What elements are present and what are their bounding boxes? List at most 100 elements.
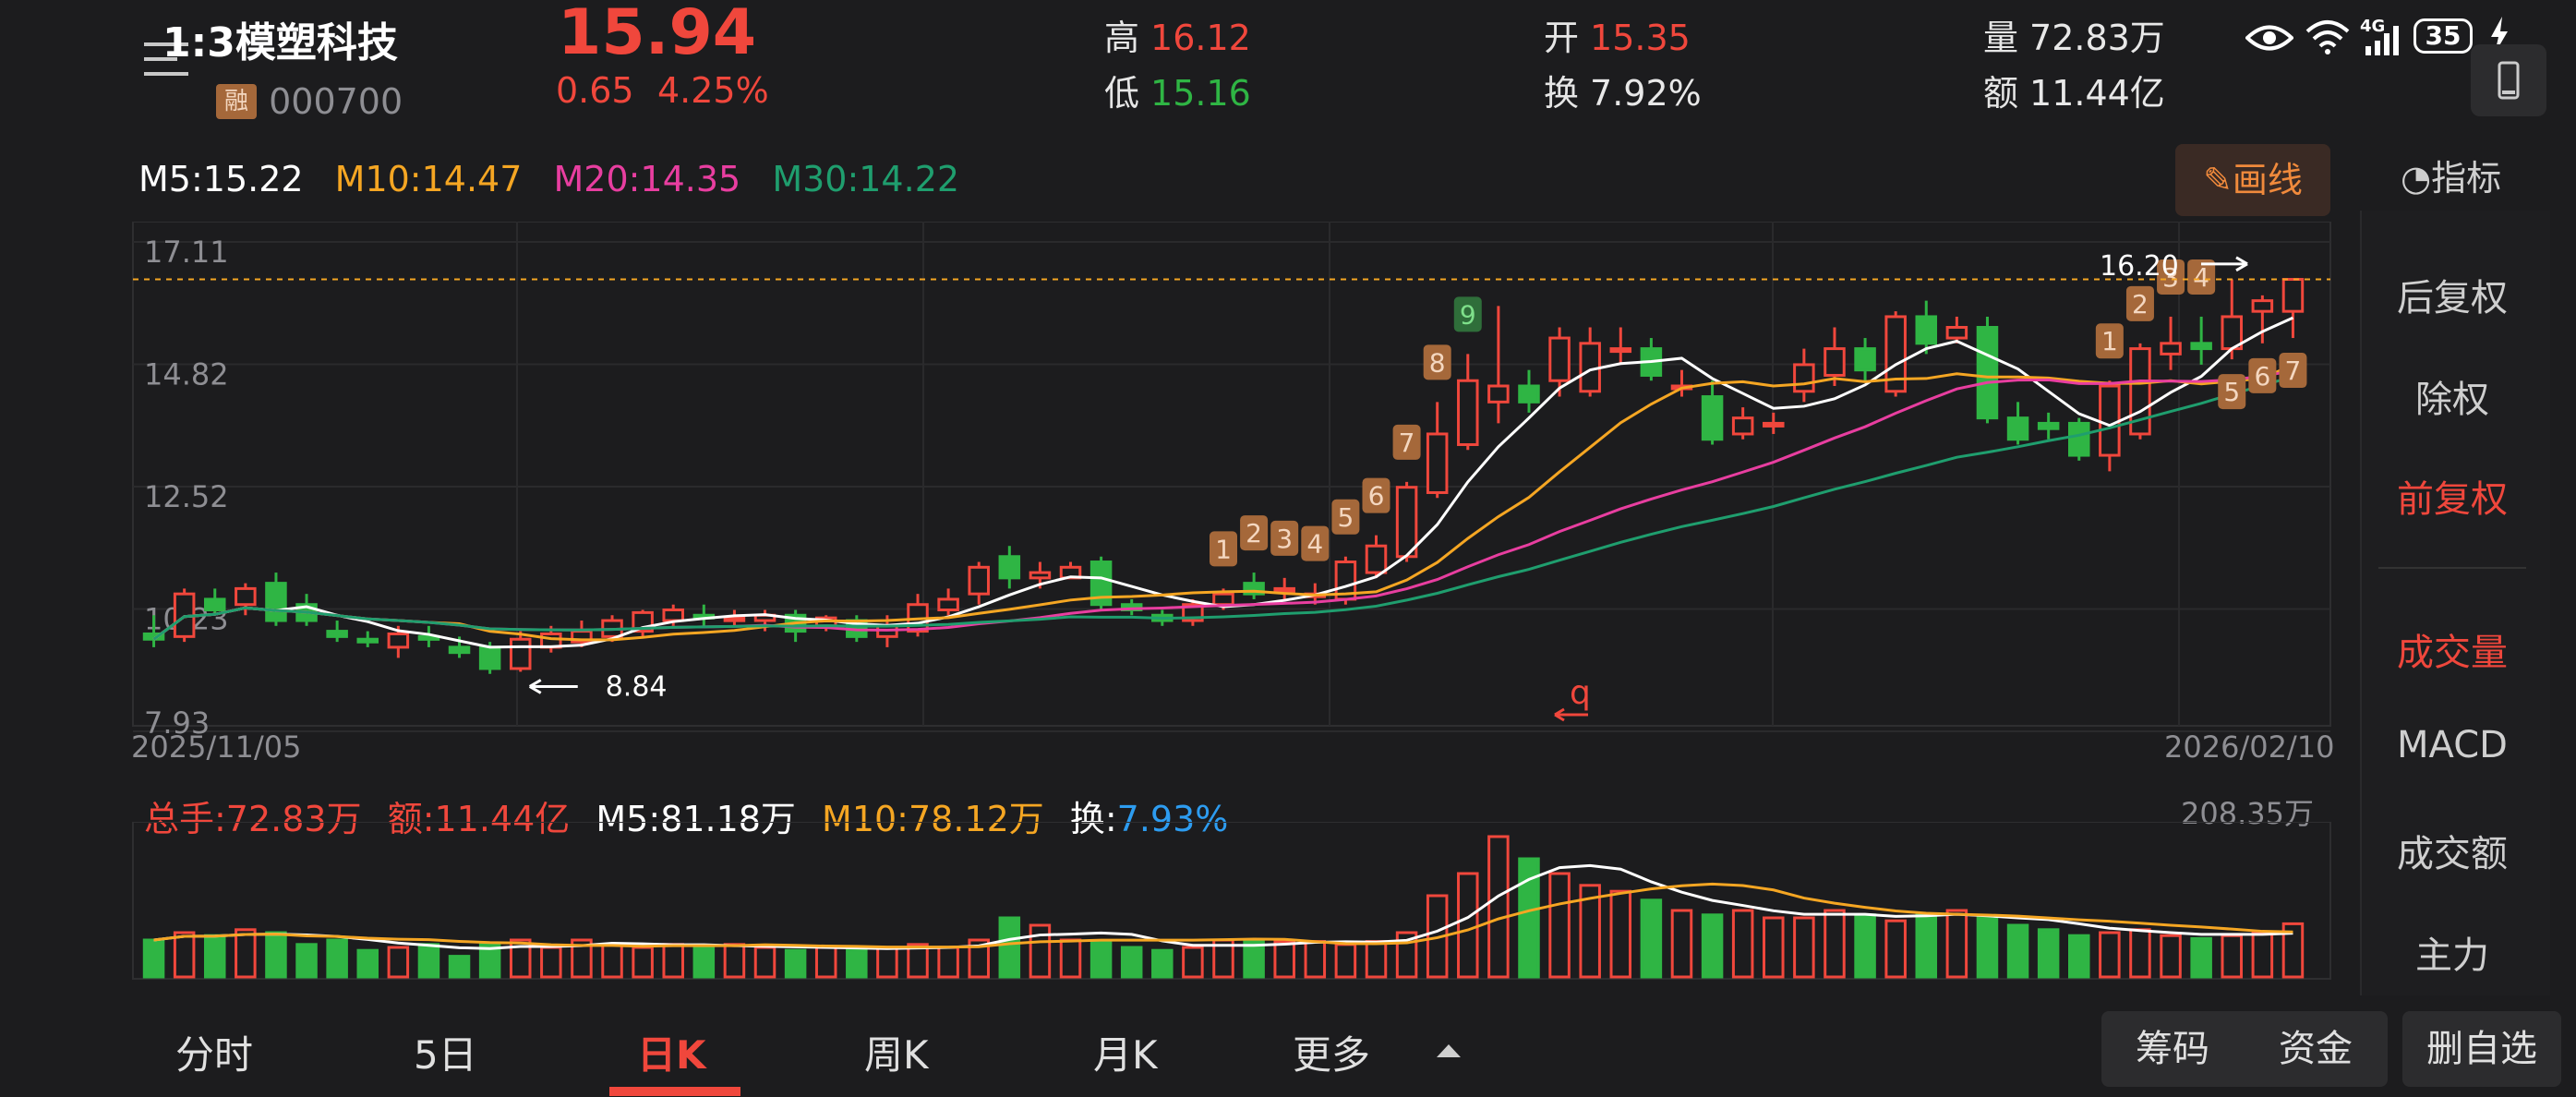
- total-amount: 额:11.44亿: [387, 799, 571, 839]
- volume-bar: [1151, 948, 1174, 979]
- volume-bar: [1731, 909, 1754, 979]
- menu-amount[interactable]: 成交额: [2397, 833, 2508, 875]
- candle-body: [1548, 336, 1571, 382]
- chart-frame: [132, 222, 2331, 727]
- open-label: 开: [1544, 18, 1580, 58]
- volume-bar: [2037, 928, 2060, 979]
- volume-bar: [1365, 940, 1388, 979]
- amount-label: 额: [1983, 73, 2019, 114]
- seq-badge: [1423, 344, 1451, 380]
- candle-body: [2006, 416, 2029, 441]
- volume-bar: [1579, 884, 1601, 979]
- volume-chart[interactable]: [0, 822, 2345, 988]
- menu-volume[interactable]: 成交量: [2397, 632, 2508, 674]
- ma30-value: M30:14.22: [772, 159, 960, 199]
- turnover-value: 7.92%: [1590, 73, 1702, 114]
- ma5-value: M5:15.22: [138, 159, 304, 199]
- volume-bar: [2190, 936, 2212, 979]
- menu-icon[interactable]: [142, 37, 194, 83]
- seq-badge-label: 2: [1246, 518, 1262, 548]
- candle-body: [1426, 432, 1449, 494]
- volume-bar: [203, 934, 226, 979]
- seq-badge: [1453, 296, 1482, 332]
- amount-stat: 额 11.44亿: [1983, 65, 2165, 115]
- chart-grid: [133, 222, 2330, 732]
- candle-body: [1212, 592, 1234, 607]
- candle-body: [1395, 486, 1418, 559]
- tab-weekly-k[interactable]: 周K: [864, 1032, 929, 1078]
- candle-body: [723, 616, 746, 622]
- volume-bar: [265, 931, 287, 979]
- turnover-label: 换: [1544, 73, 1580, 114]
- candle-body: [417, 634, 440, 641]
- volume-bar: [876, 946, 898, 979]
- candle-body: [1089, 561, 1113, 607]
- price-change-pct: 4.25%: [657, 70, 769, 111]
- landscape-toggle-button[interactable]: [2471, 44, 2546, 116]
- caret-up-icon[interactable]: [1435, 1041, 1463, 1063]
- volume-bar: [235, 928, 257, 979]
- volume-bar: [1273, 940, 1295, 979]
- volume-bar: [509, 938, 532, 979]
- signal-label: 4G: [2360, 17, 2386, 36]
- high-arrowhead: [2235, 256, 2248, 272]
- stock-name[interactable]: 1:3模塑科技: [163, 19, 398, 66]
- volume-bar: [1457, 872, 1479, 979]
- candle-body: [1884, 315, 1907, 393]
- seq-badge: [1392, 424, 1421, 460]
- candle-body: [1365, 544, 1388, 574]
- seq-badge-label: 7: [1399, 428, 1415, 458]
- volume-bar: [2068, 934, 2090, 979]
- volume-bar: [814, 946, 837, 979]
- volume-bar: [1487, 835, 1510, 979]
- menu-macd[interactable]: MACD: [2397, 724, 2508, 766]
- tab-5day[interactable]: 5日: [414, 1032, 477, 1078]
- tab-more[interactable]: 更多: [1293, 1032, 1371, 1078]
- volume-bar: [1701, 913, 1724, 979]
- seq-badge: [2218, 374, 2246, 410]
- candle-body: [1976, 325, 1999, 420]
- volume-bar: [1793, 916, 1815, 979]
- remove-watchlist-button[interactable]: 删自选: [2402, 1011, 2561, 1087]
- stock-code: 000700: [269, 81, 403, 122]
- candle-body: [1915, 315, 1938, 345]
- candle-body: [1029, 571, 1052, 580]
- tab-daily-k[interactable]: 日K: [637, 1032, 706, 1078]
- ma-lines: [152, 316, 2294, 649]
- menu-main-force[interactable]: 主力: [2415, 934, 2489, 977]
- volume-bar: [2129, 928, 2151, 979]
- menu-ex-rights[interactable]: 除权: [2415, 379, 2489, 421]
- gauge-icon: ◔: [2401, 158, 2432, 199]
- volume-stat: 量 72.83万: [1983, 9, 2165, 60]
- volume-bar: [540, 946, 562, 979]
- candle-body: [1243, 582, 1265, 596]
- low-arrowhead: [528, 679, 542, 694]
- volume-bar: [2160, 934, 2182, 979]
- tab-monthly-k[interactable]: 月K: [1093, 1032, 1158, 1078]
- candle-body: [1518, 384, 1540, 404]
- volume-bar: [1029, 923, 1052, 979]
- volume-bar: [601, 943, 623, 979]
- volume-bar: [1976, 916, 1999, 979]
- date-start: 2025/11/05: [131, 729, 302, 765]
- chip-button[interactable]: 筹码: [2101, 1011, 2244, 1087]
- draw-line-button[interactable]: ✎画线: [2175, 144, 2330, 216]
- volume-ma5-line: [153, 863, 2293, 950]
- seq-badge: [2125, 285, 2154, 321]
- volume-bar: [1915, 913, 1938, 979]
- tab-intraday[interactable]: 分时: [175, 1032, 254, 1078]
- seq-badge: [1331, 499, 1360, 535]
- seq-badge-label: 1: [1215, 534, 1232, 564]
- seq-badge: [2187, 259, 2216, 295]
- volume-bar: [692, 946, 716, 979]
- open-stat: 开 15.35: [1544, 9, 1691, 60]
- capital-button[interactable]: 资金: [2244, 1011, 2388, 1087]
- volume-bar: [662, 943, 684, 979]
- stock-code-row: 融 000700: [216, 81, 403, 122]
- menu-pre-adjust[interactable]: 前复权: [2397, 478, 2508, 521]
- menu-post-adjust[interactable]: 后复权: [2397, 277, 2508, 319]
- seq-badge: [2248, 357, 2277, 393]
- indicator-button[interactable]: ◔指标: [2401, 150, 2501, 200]
- candle-body: [2037, 421, 2060, 430]
